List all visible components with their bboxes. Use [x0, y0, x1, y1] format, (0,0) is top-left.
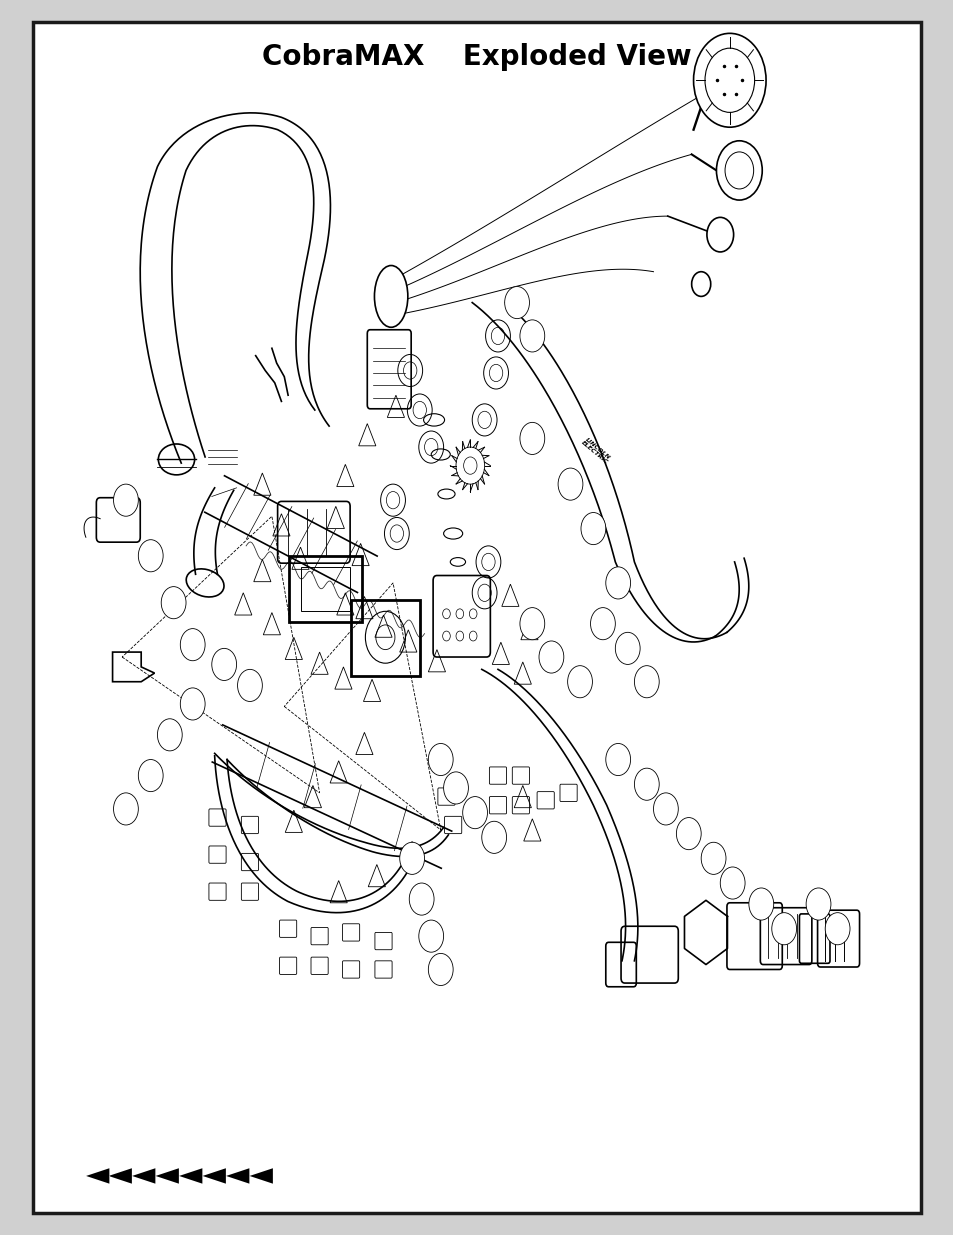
Circle shape — [605, 567, 630, 599]
Circle shape — [538, 641, 563, 673]
Circle shape — [481, 821, 506, 853]
Circle shape — [653, 793, 678, 825]
Circle shape — [519, 422, 544, 454]
Circle shape — [716, 141, 761, 200]
Circle shape — [443, 772, 468, 804]
Circle shape — [567, 666, 592, 698]
Circle shape — [805, 888, 830, 920]
Circle shape — [161, 587, 186, 619]
Circle shape — [519, 608, 544, 640]
Circle shape — [180, 688, 205, 720]
Circle shape — [824, 913, 849, 945]
Circle shape — [399, 842, 424, 874]
Circle shape — [462, 797, 487, 829]
Circle shape — [157, 719, 182, 751]
Circle shape — [691, 272, 710, 296]
Circle shape — [590, 608, 615, 640]
Circle shape — [138, 540, 163, 572]
Circle shape — [605, 743, 630, 776]
Circle shape — [706, 217, 733, 252]
Circle shape — [113, 484, 138, 516]
Circle shape — [558, 468, 582, 500]
Circle shape — [634, 768, 659, 800]
Circle shape — [771, 913, 796, 945]
Text: CobraMAX    Exploded View: CobraMAX Exploded View — [262, 43, 691, 72]
Circle shape — [504, 287, 529, 319]
Text: LINCOLN
ELECTRIC: LINCOLN ELECTRIC — [579, 436, 612, 466]
Circle shape — [693, 33, 765, 127]
Circle shape — [748, 888, 773, 920]
Circle shape — [428, 953, 453, 986]
Circle shape — [212, 648, 236, 680]
Circle shape — [700, 842, 725, 874]
Circle shape — [720, 867, 744, 899]
FancyBboxPatch shape — [33, 22, 920, 1213]
Circle shape — [418, 920, 443, 952]
Circle shape — [180, 629, 205, 661]
Circle shape — [113, 793, 138, 825]
Circle shape — [634, 666, 659, 698]
Circle shape — [409, 883, 434, 915]
Circle shape — [138, 760, 163, 792]
Circle shape — [615, 632, 639, 664]
Circle shape — [237, 669, 262, 701]
Circle shape — [428, 743, 453, 776]
Circle shape — [580, 513, 605, 545]
Circle shape — [519, 320, 544, 352]
Circle shape — [676, 818, 700, 850]
Text: ◄◄◄◄◄◄◄◄: ◄◄◄◄◄◄◄◄ — [86, 1161, 274, 1191]
Ellipse shape — [374, 266, 407, 327]
